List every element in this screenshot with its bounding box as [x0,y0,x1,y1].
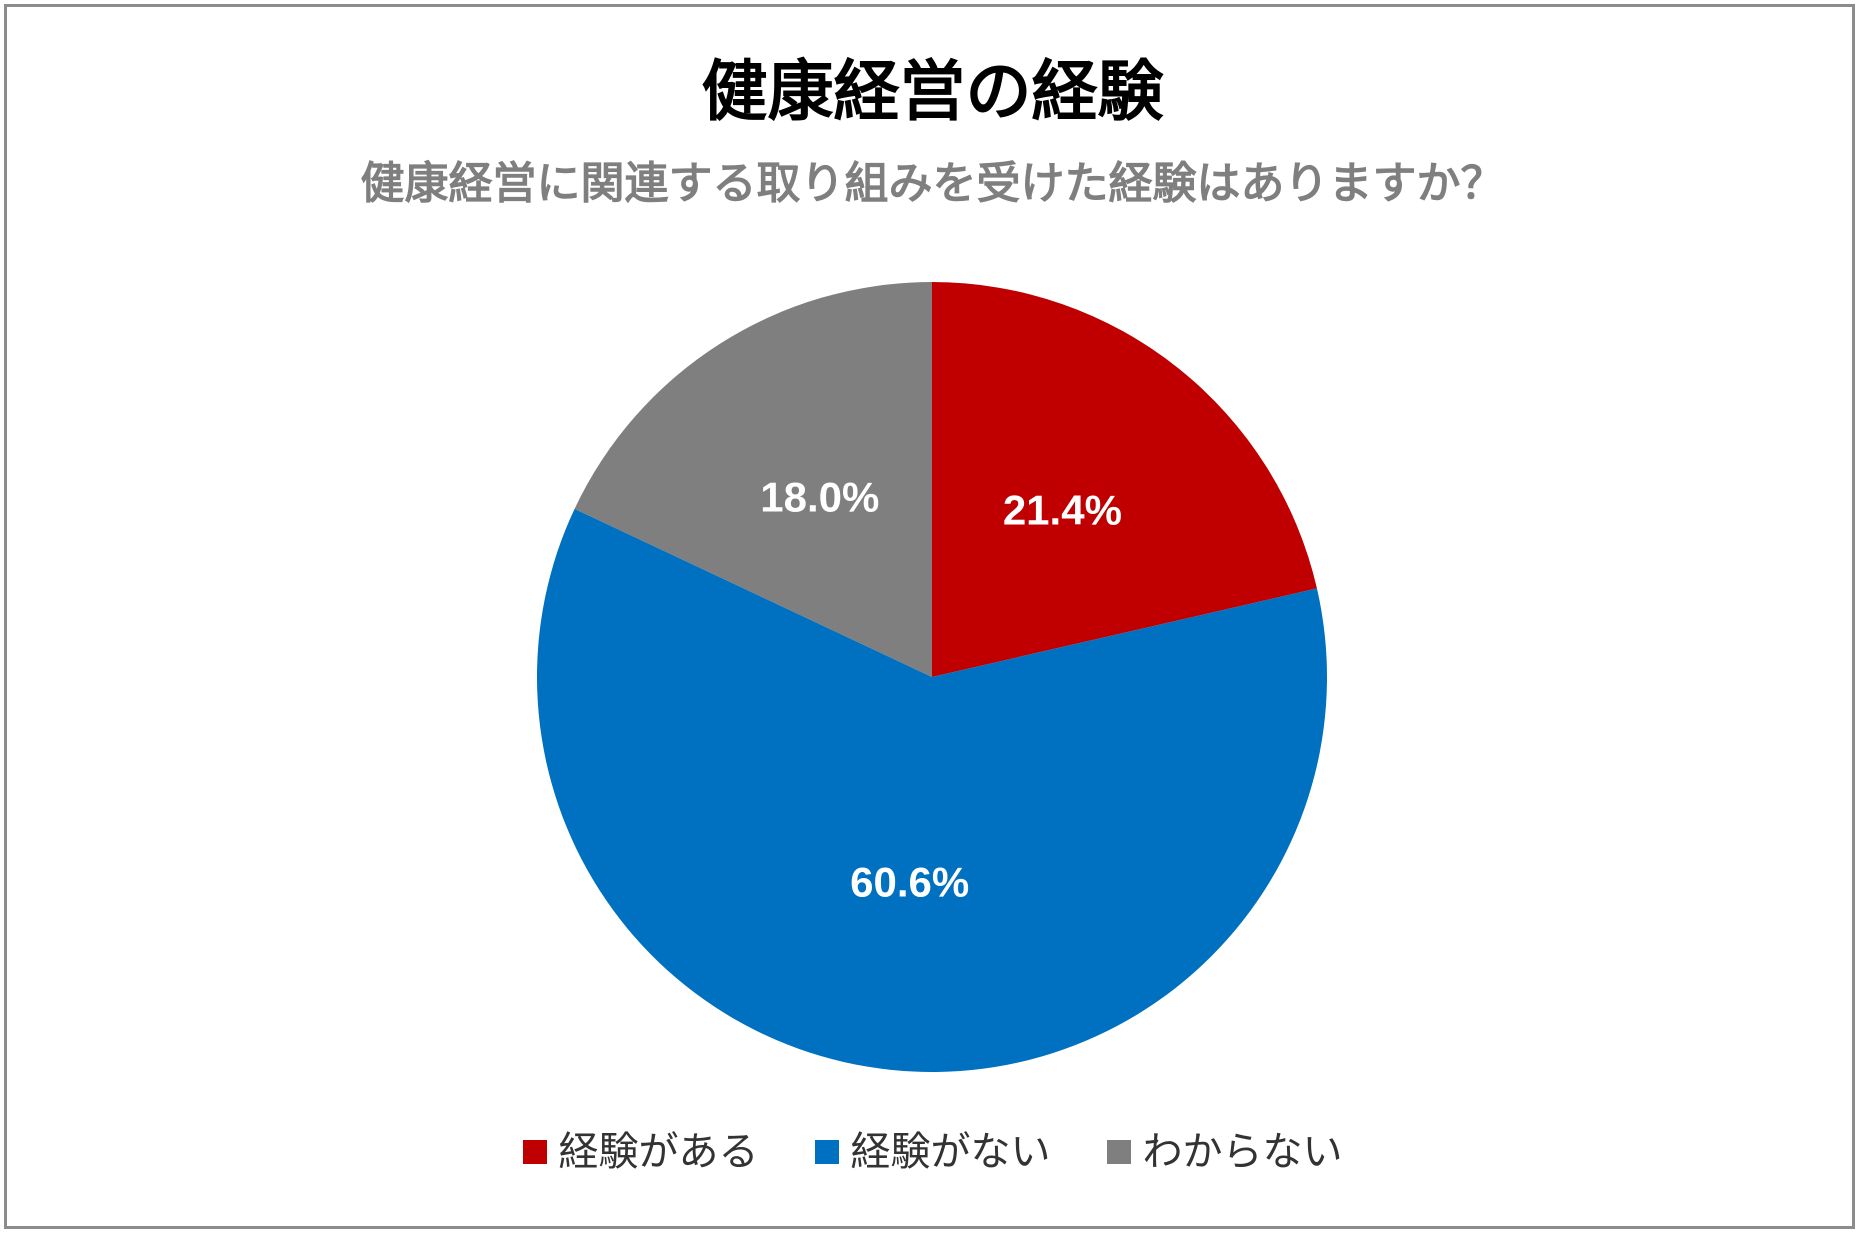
chart-title: 健康経営の経験 [701,53,1164,130]
legend-label-experienced: 経験がある [558,1129,759,1175]
legend-swatch-unknown [1106,1140,1131,1164]
legend-swatch-experienced [522,1140,547,1164]
data-label-not-experienced: 60.6% [850,858,969,905]
legend: 経験がある 経験がない わからない [0,1132,1865,1172]
pie-slice-unknown [574,282,932,677]
legend-label-unknown: わからない [1142,1129,1343,1175]
legend-item-not-experienced: 経験がない [814,1129,1051,1175]
legend-item-unknown: わからない [1106,1129,1343,1175]
legend-item-experienced: 経験がある [522,1129,759,1175]
pie-slice-not-experienced [537,508,1327,1072]
legend-swatch-not-experienced [814,1140,839,1164]
chart-subtitle: 健康経営に関連する取り組みを受けた経験はありますか？ [360,158,1505,209]
data-label-unknown: 18.0% [760,473,879,520]
data-label-experienced: 21.4% [1003,486,1122,533]
pie-slice-experienced [932,282,1317,677]
legend-label-not-experienced: 経験がない [850,1129,1051,1175]
